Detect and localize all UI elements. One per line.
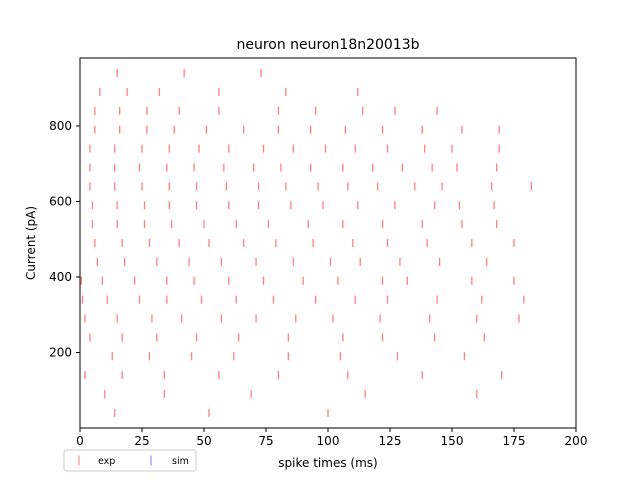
x-tick-label: 100 <box>317 434 340 448</box>
plot-area <box>79 57 577 429</box>
chart-title: neuron neuron18n20013b <box>236 37 419 53</box>
x-tick-label: 125 <box>379 434 402 448</box>
y-axis-label: Current (pA) <box>24 206 38 280</box>
x-tick-label: 25 <box>134 434 149 448</box>
y-tick-label: 400 <box>49 270 72 284</box>
x-axis: 0 25 50 75 100 125 150 175 200 <box>76 428 587 448</box>
legend: exp sim <box>63 449 197 472</box>
y-tick-label: 600 <box>49 194 72 208</box>
legend-exp-label: exp <box>98 456 115 467</box>
y-tick-label: 200 <box>49 345 72 359</box>
x-tick-label: 200 <box>565 434 588 448</box>
x-tick-label: 0 <box>76 434 84 448</box>
y-tick-label: 800 <box>49 119 72 133</box>
x-tick-label: 150 <box>441 434 464 448</box>
x-axis-label: spike times (ms) <box>278 456 377 470</box>
y-axis: 200 400 600 800 <box>49 119 80 359</box>
legend-frame <box>63 449 197 472</box>
legend-sim-label: sim <box>172 456 189 467</box>
x-tick-label: 50 <box>196 434 211 448</box>
x-tick-label: 175 <box>503 434 526 448</box>
x-tick-label: 75 <box>258 434 273 448</box>
spike-markers <box>80 69 533 417</box>
